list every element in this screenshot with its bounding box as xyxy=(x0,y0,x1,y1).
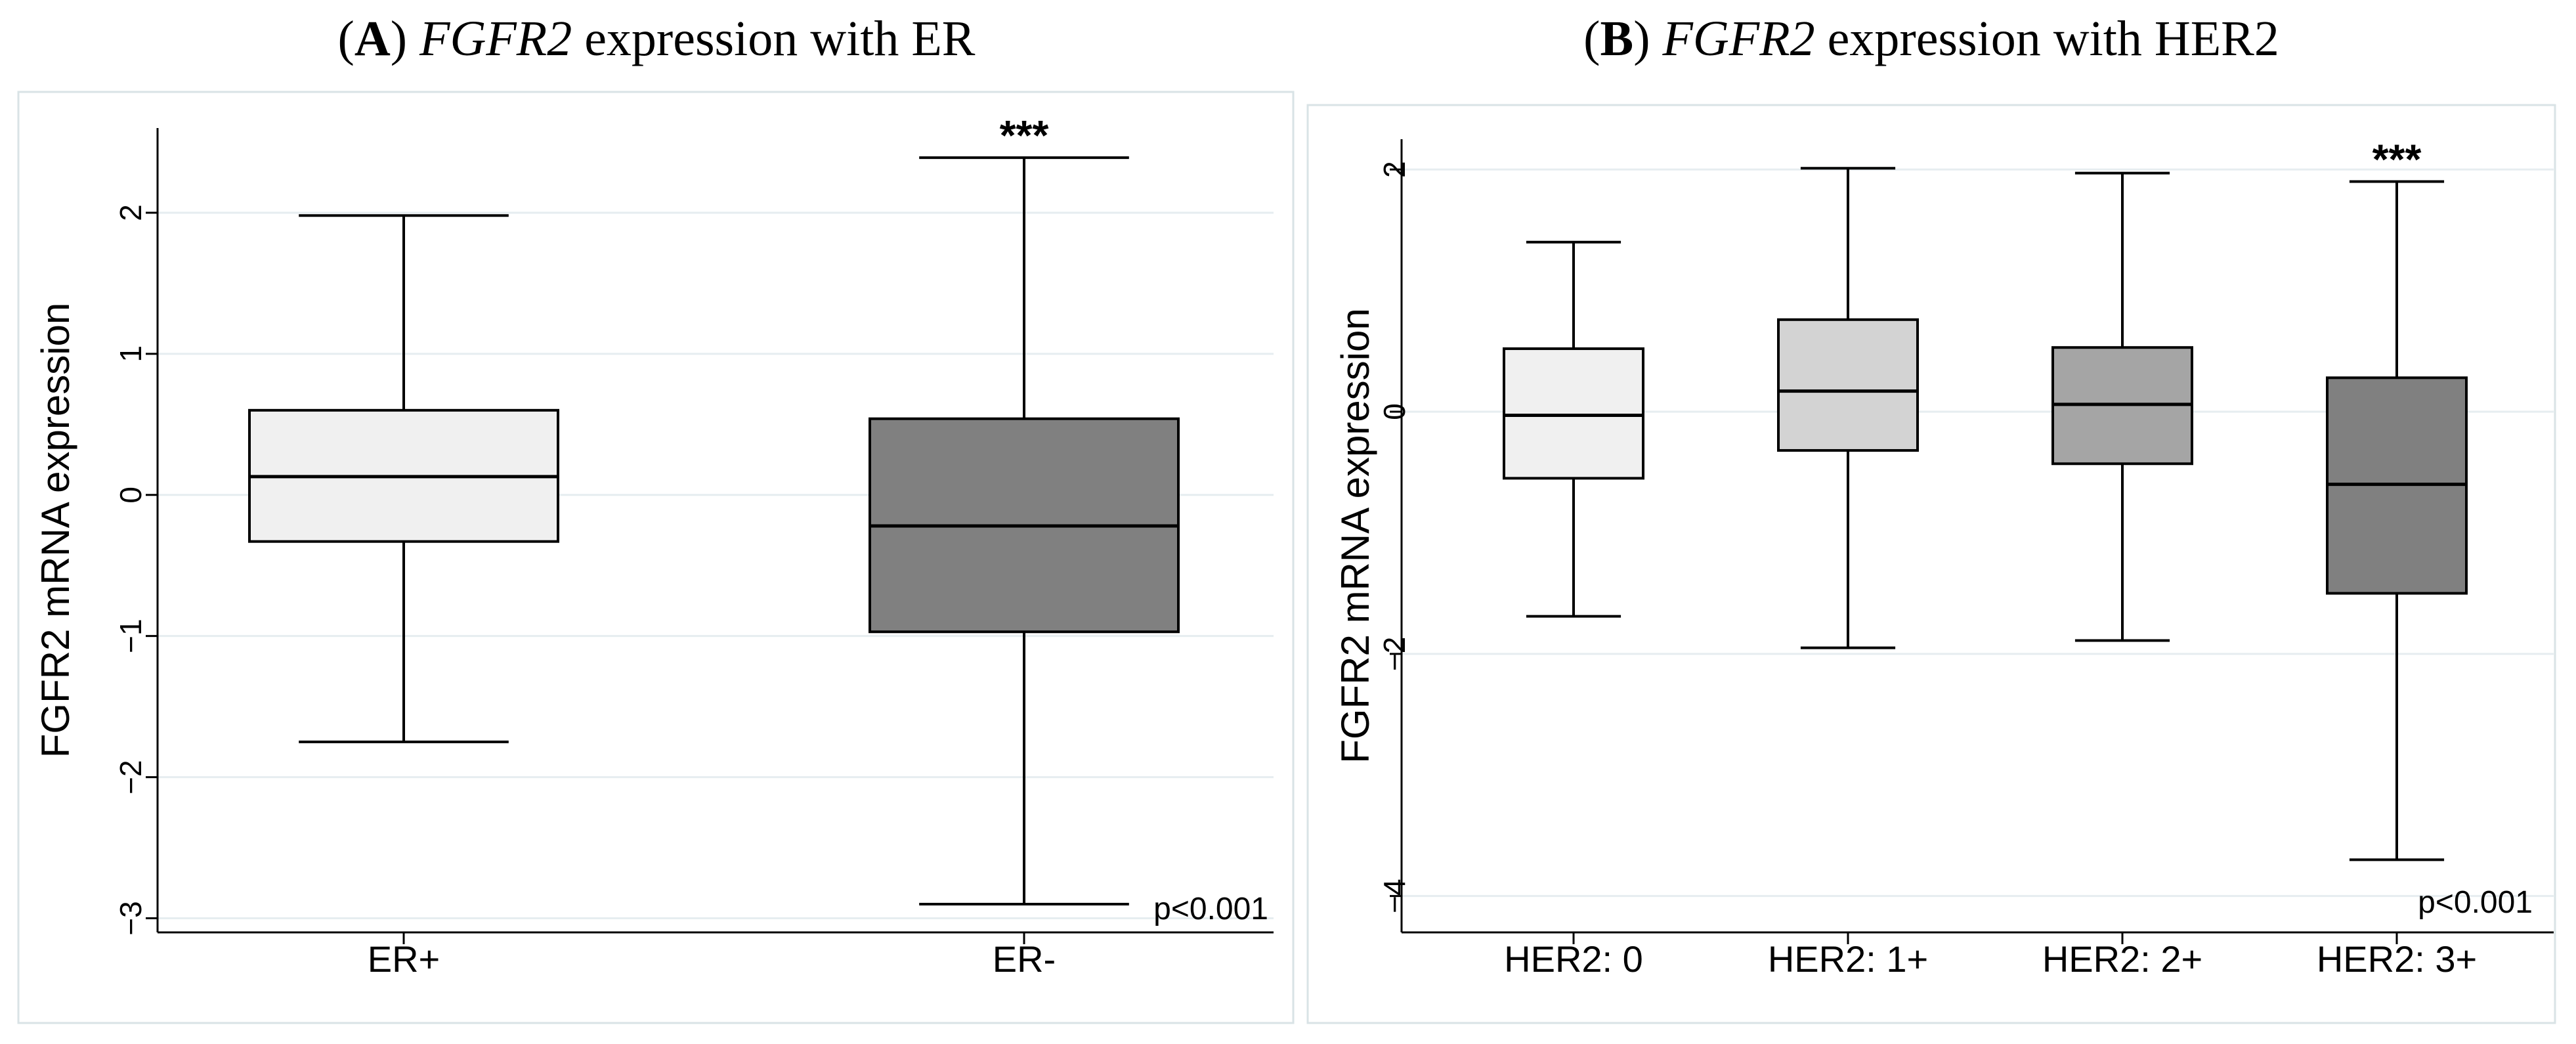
y-tick-label: −2 xyxy=(114,760,148,794)
panel-frame xyxy=(17,91,1295,1024)
x-category-label: HER2: 0 xyxy=(1504,938,1643,980)
significance-stars: *** xyxy=(1000,112,1049,159)
y-tick-label: −3 xyxy=(114,901,148,935)
box-4: *** xyxy=(2326,136,2468,861)
iqr-box xyxy=(1777,318,1919,452)
panel-b-title: (B) FGFR2 expression with HER2 xyxy=(1583,11,2279,66)
x-category-label: ER+ xyxy=(368,938,440,980)
panel-a-label: A xyxy=(354,11,391,66)
y-tick-label: 1 xyxy=(114,345,148,362)
y-tick-label: −2 xyxy=(1377,637,1411,671)
chart-a: 2 1 0 −1 −2 −3 FGFR2 mRNA expression ER+ *** ER-p… xyxy=(17,91,1295,1024)
box-2: *** xyxy=(869,112,1180,906)
x-category-label: HER2: 2+ xyxy=(2042,938,2202,980)
y-tick-label: 2 xyxy=(1377,161,1411,178)
x-category-label: HER2: 1+ xyxy=(1768,938,1928,980)
y-axis-title: FGFR2 mRNA expression xyxy=(1333,308,1377,764)
significance-stars: *** xyxy=(2372,136,2422,183)
iqr-box xyxy=(1503,347,1644,480)
panel-a-title: (A) FGFR2 expression with ER xyxy=(337,11,976,66)
panel-frame xyxy=(1306,104,2556,1024)
panel-a-gene: FGFR2 xyxy=(419,11,572,66)
p-value-annotation: p<0.001 xyxy=(2418,885,2533,920)
box-2 xyxy=(1777,167,1919,649)
y-tick-label: −1 xyxy=(114,619,148,653)
x-category-label: HER2: 3+ xyxy=(2317,938,2477,980)
y-tick-label: 2 xyxy=(114,204,148,221)
p-value-annotation: p<0.001 xyxy=(1153,892,1268,926)
y-axis-title: FGFR2 mRNA expression xyxy=(33,303,77,758)
box-1 xyxy=(1503,240,1644,618)
box-1 xyxy=(248,214,559,743)
panel-b-gene: FGFR2 xyxy=(1662,11,1815,66)
chart-b: 2 0 −2 −4 FGFR2 mRNA expression HER2: 0 HER2: … xyxy=(1306,104,2556,1024)
panel-b-title-rest: expression with HER2 xyxy=(1814,11,2279,66)
y-tick-label: 0 xyxy=(1377,403,1411,420)
panel-a-title-rest: expression with ER xyxy=(572,11,976,66)
y-tick-label: 0 xyxy=(114,487,148,504)
x-category-label: ER- xyxy=(993,938,1056,980)
panel-b-label: B xyxy=(1600,11,1634,66)
box-3 xyxy=(2051,171,2193,642)
y-tick-label: −4 xyxy=(1377,879,1411,913)
